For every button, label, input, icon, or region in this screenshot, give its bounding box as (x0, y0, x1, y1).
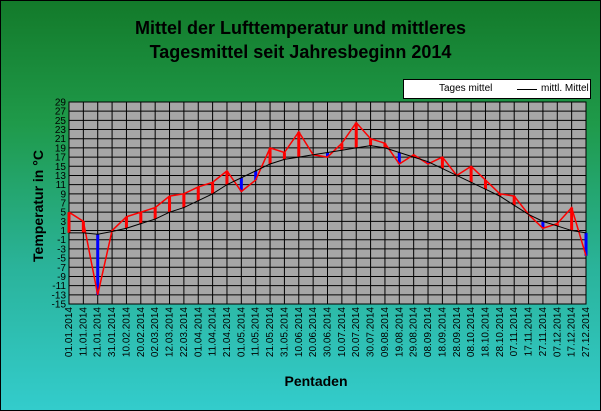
x-tick-label: 09.08.2014 (380, 307, 391, 357)
x-tick-label: 28.09.2014 (452, 307, 463, 357)
x-tick-label: 31.05.2014 (279, 307, 290, 357)
chart-title-line-2: Tagesmittel seit Jahresbeginn 2014 (149, 42, 452, 62)
x-tick-label: 10.07.2014 (337, 307, 348, 357)
y-tick-label: -5 (57, 254, 66, 265)
y-tick-label: 21 (55, 134, 67, 145)
y-tick-label: 5 (60, 208, 66, 219)
legend-label-mittl-mittel: mittl. Mittel (541, 83, 589, 94)
y-tick-label: 7 (60, 199, 66, 210)
x-tick-label: 18.09.2014 (437, 307, 448, 357)
chart-title-line-1: Mittel der Lufttemperatur und mittleres (134, 18, 467, 38)
x-tick-label: 17.12.2014 (567, 307, 578, 357)
y-tick-label: 15 (55, 162, 67, 173)
y-tick-label: -11 (52, 281, 66, 292)
x-tick-label: 22.03.2014 (179, 307, 190, 357)
x-tick-label: 20.06.2014 (308, 307, 319, 357)
x-tick-label: 30.07.2014 (366, 307, 377, 357)
x-tick-label: 21.05.2014 (265, 307, 276, 357)
x-tick-label: 12.03.2014 (165, 307, 176, 357)
y-tick-label: 9 (60, 189, 66, 200)
y-tick-label: 3 (60, 217, 66, 228)
x-tick-label: 07.12.2014 (552, 307, 563, 357)
daily-series-line (68, 121, 587, 295)
x-axis-label: Pentaden (284, 373, 348, 389)
y-tick-label: 11 (56, 180, 67, 191)
y-tick-label: -3 (57, 244, 66, 255)
y-tick-label: 23 (55, 125, 67, 136)
x-tick-label: 02.03.2014 (150, 307, 161, 357)
x-tick-label: 27.12.2014 (581, 307, 592, 357)
x-tick-label: 08.10.2014 (466, 307, 477, 357)
legend-swatch-mittl-mittel (517, 89, 537, 90)
x-tick-label: 21.04.2014 (222, 307, 233, 357)
y-tick-label: 17 (55, 153, 67, 164)
y-tick-label: 25 (55, 116, 67, 127)
y-tick-label: -9 (57, 272, 66, 283)
x-tick-label: 11.04.2014 (208, 307, 219, 357)
x-tick-label: 19.08.2014 (394, 307, 405, 357)
x-tick-label: 27.11.2014 (538, 307, 549, 357)
x-tick-label: 08.09.2014 (423, 307, 434, 357)
x-tick-label: 10.02.2014 (121, 307, 132, 357)
y-tick-label: 1 (60, 226, 66, 237)
y-tick-label: -1 (57, 235, 66, 246)
x-tick-label: 30.06.2014 (323, 307, 334, 357)
legend: Tages mittel mittl. Mittel (403, 79, 591, 99)
x-tick-label: 21.01.2014 (93, 307, 104, 357)
x-tick-label: 20.02.2014 (136, 307, 147, 357)
y-tick-label: 19 (55, 143, 67, 154)
x-tick-label: 11.01.2014 (78, 307, 89, 357)
y-tick-label: -15 (52, 300, 67, 311)
mean-series-line (69, 145, 587, 235)
x-tick-label: 07.11.2014 (509, 307, 520, 357)
x-tick-label: 01.05.2014 (236, 307, 247, 357)
x-tick-label: 11.05.2014 (251, 307, 262, 357)
x-tick-label: 10.06.2014 (294, 307, 305, 357)
x-tick-label: 29.08.2014 (409, 307, 420, 357)
y-tick-label: -13 (52, 290, 67, 301)
y-tick-label: 29 (55, 98, 67, 109)
y-tick-label: 13 (55, 171, 67, 182)
legend-label-tages-mittel: Tages mittel (439, 83, 493, 94)
x-tick-label: 28.10.2014 (495, 307, 506, 357)
x-tick-label: 01.01.2014 (64, 307, 75, 357)
x-tick-label: 18.10.2014 (480, 307, 491, 357)
x-tick-label: 20.07.2014 (351, 307, 362, 357)
x-tick-label: 17.11.2014 (524, 307, 535, 357)
y-tick-label: -7 (57, 263, 66, 274)
y-tick-label: 27 (55, 107, 67, 118)
x-tick-label: 31.01.2014 (107, 307, 118, 357)
x-tick-label: 01.04.2014 (193, 307, 204, 357)
